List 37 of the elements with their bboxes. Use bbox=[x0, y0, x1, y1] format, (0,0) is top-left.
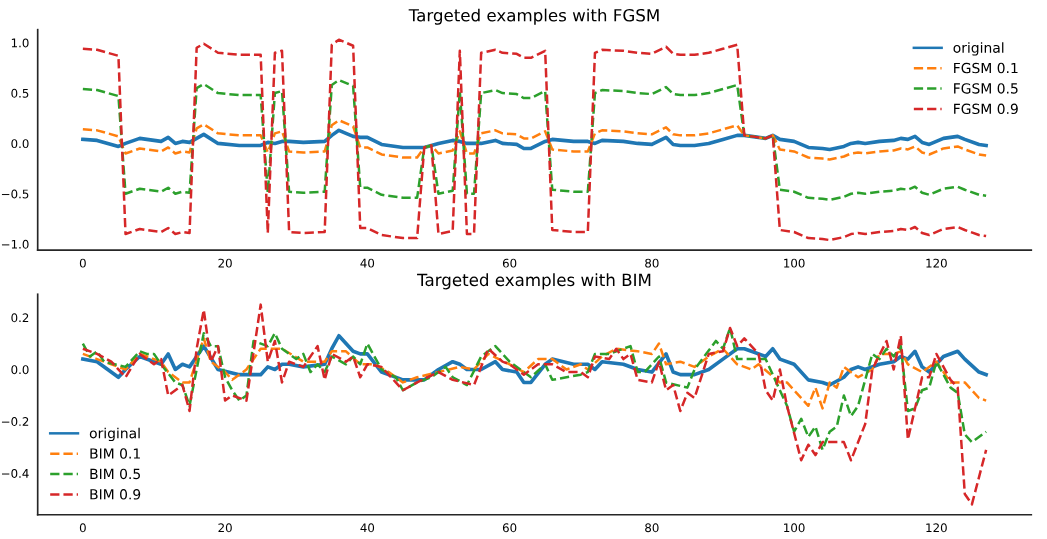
y-tick-label: −1.0 bbox=[1, 239, 29, 249]
x-tick-label: 40 bbox=[360, 258, 375, 268]
y-tick-label: 0.0 bbox=[11, 139, 29, 149]
legend-label: FGSM 0.9 bbox=[954, 103, 1018, 115]
legend-label: original bbox=[89, 427, 140, 442]
x-tick-label: 80 bbox=[645, 258, 659, 268]
x-tick-label: 20 bbox=[218, 258, 232, 268]
x-tick-label: 40 bbox=[360, 523, 375, 533]
y-tick-label: −0.4 bbox=[1, 468, 29, 478]
legend-label: BIM 0.9 bbox=[90, 489, 141, 500]
x-tick-label: 0 bbox=[79, 258, 86, 268]
y-tick-label: 0.0 bbox=[11, 365, 29, 375]
legend-label: BIM 0.1 bbox=[90, 448, 140, 459]
x-tick-label: 60 bbox=[502, 523, 517, 533]
legend-label: original bbox=[953, 42, 1004, 56]
x-tick-label: 20 bbox=[218, 523, 232, 533]
line-series bbox=[81, 128, 988, 152]
line-series bbox=[81, 337, 988, 410]
x-tick-label: 100 bbox=[784, 523, 805, 533]
x-tick-label: 60 bbox=[502, 258, 517, 268]
y-tick-label: 0.2 bbox=[11, 313, 29, 323]
line-series bbox=[81, 303, 988, 506]
line-series bbox=[81, 119, 988, 161]
x-tick-label: 0 bbox=[79, 523, 86, 533]
legend-label: BIM 0.5 bbox=[90, 468, 140, 480]
x-tick-label: 120 bbox=[926, 523, 947, 533]
legend-label: FGSM 0.5 bbox=[954, 83, 1018, 94]
legend-label: FGSM 0.1 bbox=[954, 62, 1018, 74]
y-tick-label: −0.5 bbox=[1, 189, 29, 199]
x-tick-label: 100 bbox=[784, 258, 805, 268]
x-tick-label: 80 bbox=[645, 523, 659, 533]
x-tick-label: 120 bbox=[926, 258, 947, 268]
chart-title: Targeted examples with FGSM bbox=[408, 8, 659, 25]
y-tick-label: 1.0 bbox=[11, 38, 29, 48]
chart-title: Targeted examples with BIM bbox=[417, 273, 651, 290]
y-tick-label: 0.5 bbox=[11, 88, 29, 98]
y-tick-label: −0.2 bbox=[1, 417, 29, 427]
